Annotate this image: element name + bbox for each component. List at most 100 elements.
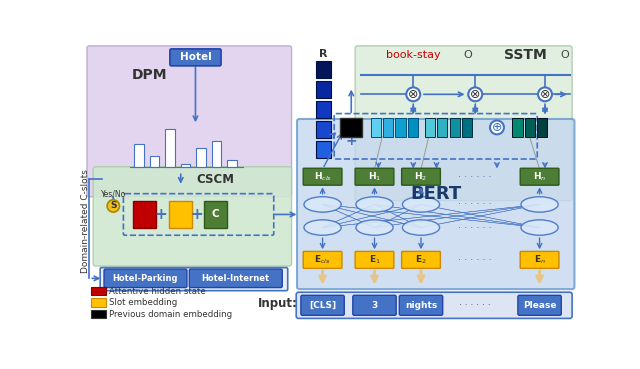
Text: H$_2$: H$_2$ bbox=[415, 170, 428, 183]
Bar bbox=[437, 118, 447, 137]
Text: ⊗: ⊗ bbox=[470, 88, 481, 101]
Ellipse shape bbox=[403, 197, 440, 212]
Ellipse shape bbox=[304, 197, 341, 212]
Text: H$_1$: H$_1$ bbox=[368, 170, 381, 183]
Bar bbox=[91, 287, 106, 295]
Ellipse shape bbox=[521, 197, 558, 212]
Text: H$_n$: H$_n$ bbox=[533, 170, 546, 183]
FancyBboxPatch shape bbox=[87, 46, 292, 197]
Text: book-stay: book-stay bbox=[386, 50, 440, 60]
Text: R: R bbox=[319, 48, 328, 59]
Bar bbox=[132, 201, 156, 228]
Bar bbox=[169, 201, 193, 228]
FancyBboxPatch shape bbox=[189, 269, 282, 287]
Bar bbox=[316, 61, 331, 78]
Text: · · · · · ·: · · · · · · bbox=[460, 301, 491, 310]
Text: · · · · · ·: · · · · · · bbox=[458, 255, 492, 265]
Text: SSTM: SSTM bbox=[504, 48, 547, 62]
Text: Domain-related C-slots: Domain-related C-slots bbox=[81, 169, 90, 273]
Text: E$_2$: E$_2$ bbox=[415, 254, 427, 266]
Text: E$_n$: E$_n$ bbox=[534, 254, 545, 266]
Text: H$_{cls}$: H$_{cls}$ bbox=[314, 170, 332, 183]
Text: ⊗: ⊗ bbox=[540, 88, 550, 101]
Ellipse shape bbox=[356, 197, 393, 212]
Text: Please: Please bbox=[523, 301, 556, 310]
Bar bbox=[525, 118, 535, 137]
FancyBboxPatch shape bbox=[301, 295, 344, 315]
FancyBboxPatch shape bbox=[296, 292, 572, 318]
Bar bbox=[316, 81, 331, 98]
Text: E$_{cls}$: E$_{cls}$ bbox=[314, 254, 331, 266]
Text: BERT: BERT bbox=[411, 186, 462, 203]
Text: C: C bbox=[212, 210, 220, 220]
FancyBboxPatch shape bbox=[520, 251, 559, 268]
Text: Input:: Input: bbox=[258, 297, 298, 310]
Ellipse shape bbox=[304, 220, 341, 235]
FancyBboxPatch shape bbox=[104, 269, 187, 287]
Text: +: + bbox=[346, 134, 357, 148]
Bar bbox=[227, 160, 237, 168]
Bar bbox=[383, 118, 393, 137]
Bar bbox=[180, 163, 190, 168]
FancyBboxPatch shape bbox=[399, 295, 443, 315]
Text: Hotel: Hotel bbox=[180, 52, 211, 62]
Circle shape bbox=[406, 87, 420, 101]
FancyBboxPatch shape bbox=[100, 268, 288, 291]
Bar bbox=[340, 118, 362, 137]
Bar bbox=[150, 156, 159, 168]
FancyBboxPatch shape bbox=[93, 167, 292, 266]
Text: O: O bbox=[463, 50, 472, 60]
FancyBboxPatch shape bbox=[520, 168, 559, 185]
Text: CSCM: CSCM bbox=[196, 173, 235, 186]
Circle shape bbox=[468, 87, 482, 101]
Text: E$_1$: E$_1$ bbox=[369, 254, 380, 266]
Text: Previous domain embedding: Previous domain embedding bbox=[109, 310, 232, 319]
Bar bbox=[316, 101, 331, 118]
FancyBboxPatch shape bbox=[518, 295, 561, 315]
Bar bbox=[371, 118, 381, 137]
FancyBboxPatch shape bbox=[170, 49, 221, 66]
Text: nights: nights bbox=[405, 301, 437, 310]
Text: ⊗: ⊗ bbox=[408, 88, 419, 101]
FancyBboxPatch shape bbox=[355, 46, 572, 201]
Bar bbox=[425, 118, 435, 137]
Text: DPM: DPM bbox=[132, 68, 168, 82]
Text: Hotel-Internet: Hotel-Internet bbox=[202, 274, 270, 283]
Circle shape bbox=[107, 200, 120, 212]
FancyBboxPatch shape bbox=[303, 251, 342, 268]
Bar bbox=[91, 310, 106, 318]
Bar bbox=[134, 144, 143, 168]
Bar bbox=[165, 129, 175, 168]
Circle shape bbox=[538, 87, 552, 101]
Text: +: + bbox=[191, 207, 204, 222]
Text: O: O bbox=[560, 50, 569, 60]
Bar bbox=[316, 121, 331, 138]
Bar bbox=[204, 201, 227, 228]
FancyBboxPatch shape bbox=[303, 168, 342, 185]
Text: Yes/No: Yes/No bbox=[100, 190, 126, 199]
Bar bbox=[196, 148, 205, 168]
Circle shape bbox=[490, 121, 504, 134]
Ellipse shape bbox=[356, 220, 393, 235]
FancyBboxPatch shape bbox=[353, 295, 396, 315]
FancyBboxPatch shape bbox=[402, 168, 440, 185]
Ellipse shape bbox=[521, 220, 558, 235]
Text: · · · · · ·: · · · · · · bbox=[458, 199, 492, 210]
Bar bbox=[212, 141, 221, 168]
Text: · · · · · ·: · · · · · · bbox=[458, 223, 492, 232]
Text: Slot embedding: Slot embedding bbox=[109, 298, 178, 307]
Bar bbox=[316, 141, 331, 158]
Bar bbox=[462, 118, 472, 137]
Bar bbox=[91, 299, 106, 307]
Ellipse shape bbox=[403, 220, 440, 235]
Bar bbox=[408, 118, 418, 137]
FancyBboxPatch shape bbox=[297, 119, 575, 289]
Text: S: S bbox=[110, 201, 116, 210]
Text: ⊕: ⊕ bbox=[492, 121, 502, 134]
Text: Hotel-Parking: Hotel-Parking bbox=[113, 274, 178, 283]
Text: 3: 3 bbox=[371, 301, 378, 310]
FancyBboxPatch shape bbox=[355, 168, 394, 185]
Text: [CLS]: [CLS] bbox=[309, 301, 336, 310]
FancyBboxPatch shape bbox=[402, 251, 440, 268]
FancyBboxPatch shape bbox=[355, 251, 394, 268]
